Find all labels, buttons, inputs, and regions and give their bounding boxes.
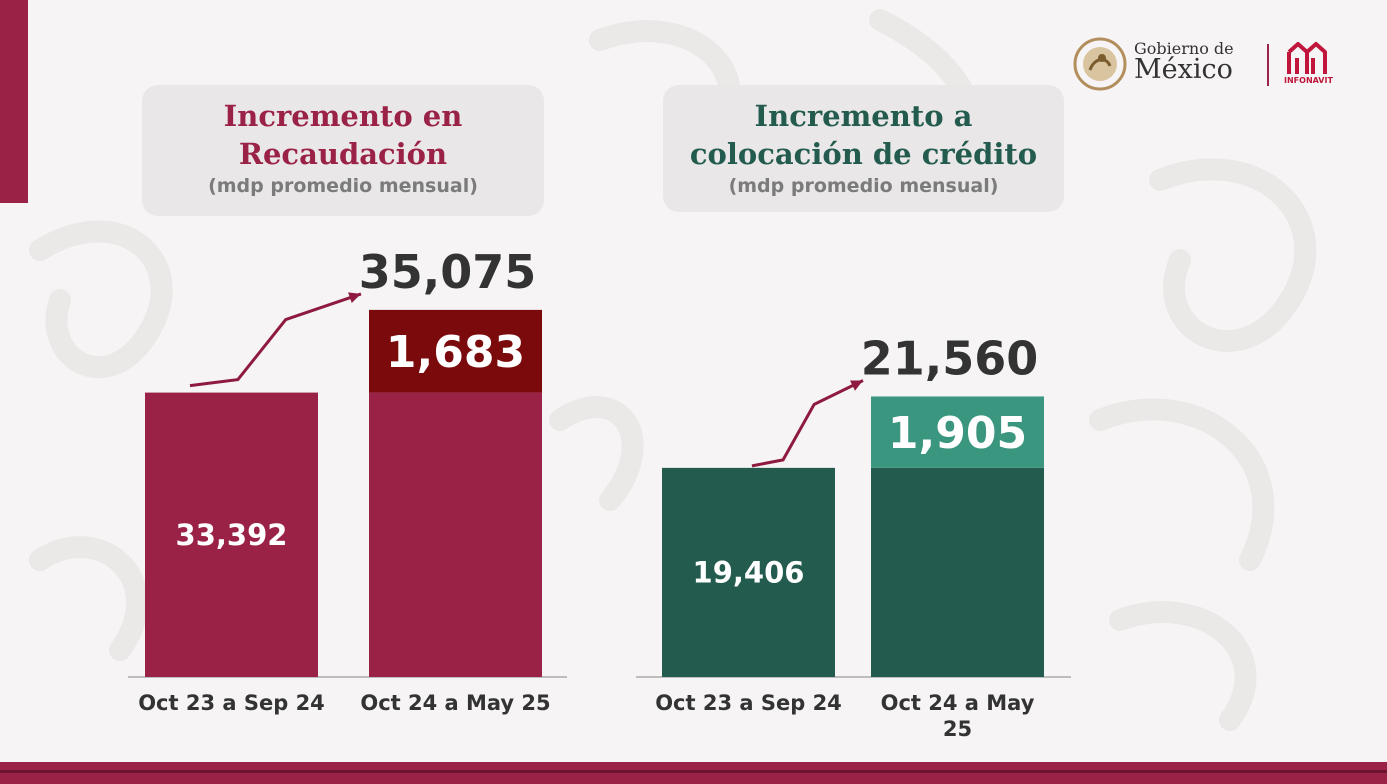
bar-base [369, 392, 542, 677]
trend-arrow-line [751, 379, 864, 468]
chart-subtitle: (mdp promedio mensual) [208, 175, 478, 197]
chart-title-line: Incremento en [223, 99, 463, 133]
category-label: Oct 23 a Sep 24 [138, 691, 325, 715]
total-value-label: 35,075 [359, 245, 537, 299]
increment-value-label: 1,905 [888, 408, 1027, 459]
category-label: Oct 23 a Sep 24 [655, 691, 842, 715]
base-value-label: 19,406 [693, 555, 805, 589]
chart-title-box-recaudacion: Incremento en Recaudación (mdp promedio … [142, 85, 544, 216]
footer-band [0, 762, 1387, 784]
gobierno-line2: México [1134, 54, 1233, 85]
chart-title-line: Incremento a [754, 99, 973, 133]
chart-title-line: colocación de crédito [689, 137, 1038, 171]
base-value-label: 33,392 [176, 518, 288, 552]
gobierno-line1: Gobierno de [1134, 39, 1234, 58]
bar-base [145, 392, 318, 677]
accent-band-left [0, 0, 28, 203]
chart-title-line: Recaudación [238, 137, 448, 171]
infonavit-logo-icon [1287, 42, 1327, 74]
bar-base [871, 467, 1044, 677]
chart-subtitle: (mdp promedio mensual) [728, 175, 999, 197]
bar-base [662, 467, 835, 677]
bar-increment [369, 309, 542, 393]
bar-increment [871, 396, 1044, 468]
trend-arrow-head [348, 292, 361, 304]
category-label: 25 [943, 717, 972, 741]
category-label: Oct 24 a May [881, 691, 1035, 715]
chart-title-box-credito: Incremento a colocación de crédito (mdp … [663, 85, 1064, 212]
mexico-coat-of-arms-icon [1073, 37, 1127, 91]
total-value-label: 21,560 [861, 331, 1039, 385]
header-logos: Gobierno de México INFONAVIT [1072, 36, 1342, 96]
logo-divider [1267, 44, 1269, 86]
increment-value-label: 1,683 [386, 327, 525, 378]
category-label: Oct 24 a May 25 [360, 691, 550, 715]
infonavit-wordmark: INFONAVIT [1284, 76, 1333, 85]
trend-arrow-head [850, 380, 863, 391]
trend-arrow-line [189, 292, 362, 388]
